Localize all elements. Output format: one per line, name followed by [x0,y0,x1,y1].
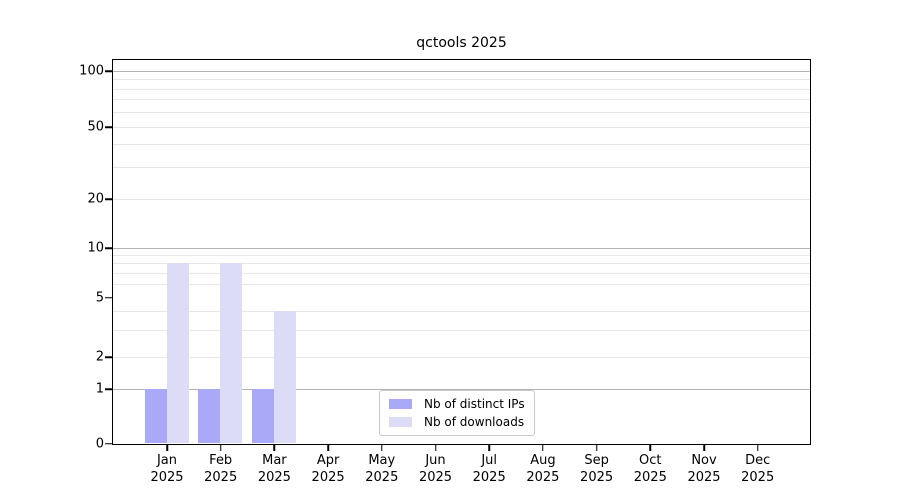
x-tick-mark [703,445,705,451]
gridline-major [113,70,810,72]
gridline-minor [113,272,810,274]
x-tick-label: Jan 2025 [150,453,184,485]
y-tick-mark [105,198,112,200]
x-tick-mark [756,445,759,451]
x-tick-label: Nov 2025 [687,453,721,485]
x-tick-label: Jun 2025 [418,453,453,485]
chart-title: qctools 2025 [416,35,507,51]
legend-label-distinct-ips: Nb of distinct IPs [424,397,525,411]
plot-inner [113,60,810,444]
x-tick-mark [219,445,222,451]
x-tick-mark [595,445,598,451]
x-tick-mark [327,445,329,451]
x-tick-label: Aug 2025 [526,453,560,485]
x-tick-label: Sep 2025 [580,453,614,485]
bar-downloads [220,263,243,443]
y-tick-label: 100 [79,63,104,79]
y-tick-label: 10 [87,240,104,256]
gridline-minor [113,111,810,113]
bar-distinct-ips [198,388,221,443]
x-tick-label: Mar 2025 [257,453,291,485]
gridline-minor [113,88,810,90]
y-tick-mark [105,356,112,358]
x-tick-mark [488,445,490,451]
gridline-major [113,388,810,390]
gridline-minor [113,126,810,128]
x-tick-label: Jul 2025 [472,453,506,485]
x-tick-mark [434,445,437,451]
x-tick-label: Feb 2025 [204,453,238,485]
y-tick-label: 50 [87,119,104,135]
legend-swatch-distinct-ips [389,399,412,409]
plot-area [112,59,811,445]
legend-swatch-downloads [389,417,412,427]
gridline-minor [113,330,810,332]
bar-distinct-ips [144,388,167,443]
y-tick-mark [105,126,112,128]
gridline-minor [113,283,810,285]
legend: Nb of distinct IPs Nb of downloads [379,390,535,436]
y-tick-mark [105,442,112,445]
x-tick-mark [273,445,276,451]
legend-label-downloads: Nb of downloads [424,415,525,429]
legend-item-distinct-ips: Nb of distinct IPs [389,397,525,411]
y-tick-label: 0 [95,436,104,451]
x-tick-label: May 2025 [365,453,399,485]
gridline-minor [113,144,810,146]
x-tick-mark [542,445,544,451]
x-tick-mark [649,445,652,451]
gridline-major [113,247,810,249]
bar-downloads [166,263,189,443]
gridline-minor [113,356,810,358]
legend-item-downloads: Nb of downloads [389,415,525,429]
gridline-minor [113,99,810,101]
y-tick-label: 2 [95,349,104,365]
gridline-minor [113,263,810,265]
gridline-minor [113,198,810,200]
bar-downloads [273,311,296,443]
gridline-minor [113,255,810,257]
y-tick-mark [105,296,112,299]
x-tick-label: Dec 2025 [741,453,775,485]
gridline-minor [113,311,810,313]
y-tick-mark [105,388,112,390]
x-tick-label: Oct 2025 [633,453,667,485]
y-tick-mark [105,70,112,72]
y-tick-label: 20 [87,191,104,207]
gridline-minor [113,166,810,168]
y-tick-label: 5 [95,290,104,305]
x-tick-label: Apr 2025 [311,453,345,485]
gridline-minor [113,79,810,80]
y-tick-mark [105,247,112,249]
bar-distinct-ips [251,388,274,443]
x-tick-mark [166,445,168,451]
x-tick-mark [381,445,383,451]
y-tick-label: 1 [95,381,104,397]
